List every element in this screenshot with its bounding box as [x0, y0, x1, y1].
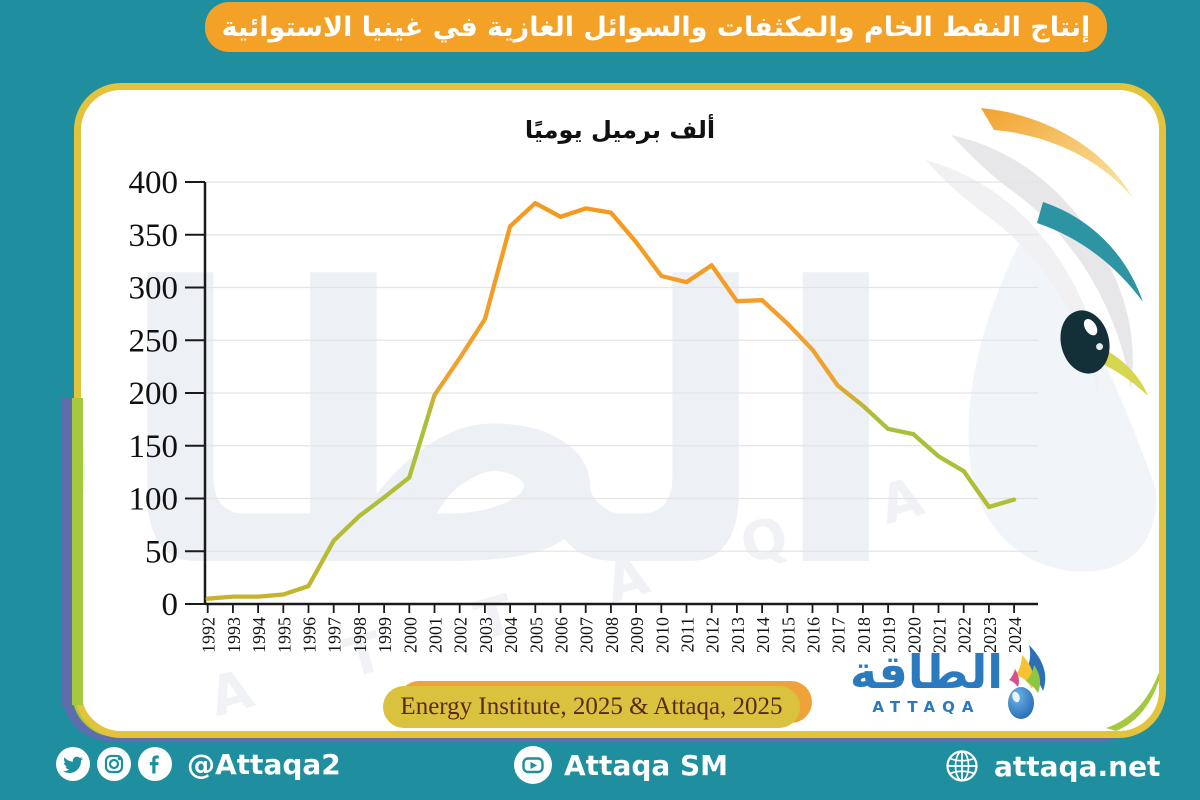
youtube-icon: [514, 746, 552, 784]
svg-text:2007: 2007: [577, 617, 597, 653]
svg-text:2019: 2019: [879, 617, 899, 653]
youtube-channel-label: Attaqa SM: [564, 748, 729, 782]
svg-text:1995: 1995: [274, 617, 294, 653]
svg-text:50: 50: [145, 534, 178, 570]
svg-text:2002: 2002: [451, 617, 471, 653]
svg-text:2014: 2014: [753, 617, 773, 653]
globe-icon: [946, 750, 978, 782]
svg-text:2005: 2005: [526, 617, 546, 653]
svg-text:1992: 1992: [199, 617, 219, 653]
attaqa-logo-arabic: الطاقة: [849, 644, 1003, 699]
svg-text:2017: 2017: [829, 617, 849, 653]
svg-text:2023: 2023: [980, 617, 1000, 653]
svg-text:2022: 2022: [955, 617, 975, 653]
flame-swirl-decoration: [926, 108, 1159, 731]
svg-text:2020: 2020: [904, 617, 924, 653]
svg-text:2006: 2006: [552, 617, 572, 653]
svg-text:2016: 2016: [804, 617, 824, 653]
green-edge-strip: [72, 398, 83, 705]
teal-swoosh: [1037, 202, 1143, 302]
svg-text:100: 100: [129, 482, 179, 518]
svg-text:2001: 2001: [426, 617, 446, 653]
svg-text:300: 300: [129, 271, 179, 307]
svg-text:200: 200: [129, 376, 179, 412]
svg-text:2003: 2003: [476, 617, 496, 653]
green-curl-decoration: [1106, 672, 1159, 731]
footer-website: attaqa.net: [944, 748, 1160, 784]
gray-swoosh-echo: [926, 160, 1099, 395]
twitter-icon: [56, 747, 90, 781]
attaqa-flame-drop-icon: [1008, 645, 1046, 719]
svg-text:2004: 2004: [501, 617, 521, 653]
production-line-chart: 0 50 100 150 200 250 300 350 400 1992 1993 1994 1995…: [129, 165, 1038, 653]
svg-text:0: 0: [162, 587, 179, 623]
svg-text:1994: 1994: [249, 617, 269, 653]
chart-title: ألف برميل يوميًا: [524, 116, 716, 144]
oil-drop-icon: [1060, 310, 1110, 374]
svg-text:2024: 2024: [1005, 617, 1025, 653]
svg-text:1998: 1998: [350, 617, 370, 653]
svg-text:2011: 2011: [678, 617, 698, 652]
svg-text:2000: 2000: [400, 617, 420, 653]
svg-text:2021: 2021: [930, 617, 950, 653]
svg-text:1993: 1993: [224, 617, 244, 653]
page-title: إنتاج النفط الخام والمكثفات والسوائل الغ…: [221, 11, 1091, 43]
chart-card: الطاقة A T T A Q A: [81, 90, 1159, 731]
svg-text:1999: 1999: [375, 617, 395, 653]
svg-text:2018: 2018: [854, 617, 874, 653]
big-drop-ghost: [968, 240, 1157, 572]
svg-text:2015: 2015: [778, 617, 798, 653]
svg-text:150: 150: [129, 429, 179, 465]
source-text: Energy Institute, 2025 & Attaqa, 2025: [400, 693, 783, 720]
orange-swoosh: [981, 108, 1133, 198]
purple-edge-strip: [62, 398, 72, 705]
svg-text:2009: 2009: [627, 617, 647, 653]
svg-text:400: 400: [129, 165, 179, 201]
title-banner: إنتاج النفط الخام والمكثفات والسوائل الغ…: [205, 2, 1107, 52]
facebook-icon: [138, 747, 172, 781]
svg-text:2012: 2012: [703, 617, 723, 653]
footer-social-left: @Attaqa2: [56, 747, 341, 781]
svg-text:250: 250: [129, 323, 179, 359]
source-pill: Energy Institute, 2025 & Attaqa, 2025: [383, 686, 800, 728]
svg-text:1996: 1996: [300, 617, 320, 653]
website-label: attaqa.net: [994, 749, 1161, 783]
svg-text:2010: 2010: [652, 617, 672, 653]
svg-text:2013: 2013: [728, 617, 748, 653]
svg-text:1997: 1997: [325, 617, 345, 653]
social-handle: @Attaqa2: [187, 747, 341, 781]
svg-text:350: 350: [129, 218, 179, 254]
attaqa-logo: الطاقة ATTAQA: [850, 643, 1051, 721]
footer-youtube: Attaqa SM: [514, 746, 728, 784]
instagram-icon: [97, 747, 131, 781]
gray-swoosh: [951, 135, 1133, 390]
attaqa-logo-latin: ATTAQA: [872, 698, 981, 717]
svg-text:2008: 2008: [602, 617, 622, 653]
